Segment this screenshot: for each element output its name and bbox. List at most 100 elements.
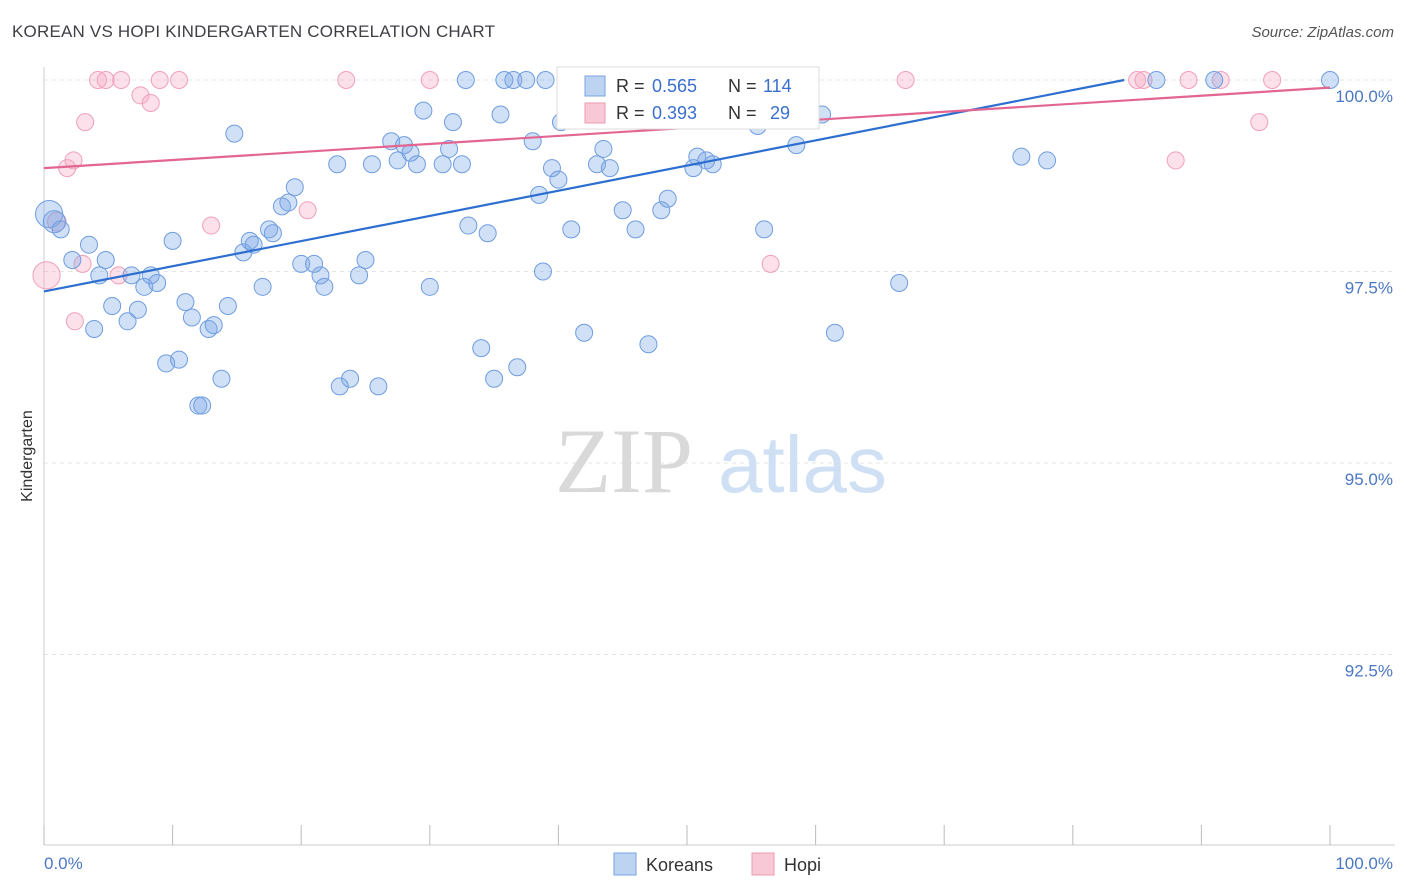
- korean-point-67: [517, 71, 536, 89]
- korean-point-10: [148, 273, 167, 292]
- hopi-point-23: [1134, 71, 1153, 89]
- korean-point-56: [443, 113, 462, 132]
- bottom-legend-swatch-hopi: [751, 852, 775, 876]
- korean-point-40: [330, 377, 349, 396]
- korean-point-97: [755, 220, 774, 239]
- korean-point-22: [212, 369, 231, 388]
- watermark-atlas: atlas: [718, 420, 887, 509]
- korean-point-64: [495, 71, 514, 89]
- bottom-legend-hopi: Hopi: [784, 855, 821, 875]
- x-tick-label-1: 100.0%: [1335, 854, 1393, 873]
- hopi-point-14: [170, 71, 189, 89]
- korean-point-38: [311, 266, 330, 285]
- y-tick-label-0: 100.0%: [1335, 87, 1393, 106]
- korean-point-39: [315, 277, 334, 296]
- korean-point-81: [600, 159, 619, 178]
- korean-point-63: [491, 105, 510, 124]
- hopi-point-8: [96, 71, 115, 89]
- korean-point-5: [96, 251, 115, 270]
- korean-point-20: [204, 316, 223, 335]
- korean-point-108: [1321, 71, 1339, 89]
- legend-koreans-n-label: N =: [728, 76, 757, 96]
- hopi-point-12: [141, 93, 160, 112]
- korean-point-103: [890, 273, 909, 292]
- hopi-point-27: [1250, 113, 1269, 132]
- korean-point-65: [504, 71, 523, 89]
- source-credit: Source: ZipAtlas.com: [1251, 24, 1394, 41]
- korean-point-73: [549, 170, 568, 189]
- korean-point-13: [103, 296, 122, 315]
- korean-point-72: [542, 159, 561, 178]
- korean-point-54: [433, 155, 452, 174]
- korean-point-59: [459, 216, 478, 235]
- hopi-point-17: [337, 71, 356, 89]
- korean-point-44: [356, 251, 375, 270]
- korean-point-57: [452, 155, 471, 174]
- korean-point-45: [362, 155, 381, 174]
- korean-trend-line: [43, 78, 1125, 293]
- korean-point-53: [420, 277, 439, 296]
- korean-point-17: [176, 293, 195, 312]
- axes: [43, 67, 1395, 846]
- korean-point-106: [1147, 71, 1166, 89]
- korean-point-87: [652, 201, 671, 220]
- korean-point-46: [369, 377, 388, 396]
- hopi-point-3: [64, 151, 83, 170]
- y-tick-label-2: 95.0%: [1345, 470, 1393, 489]
- hopi-point-11: [131, 86, 150, 105]
- y-axis-title: Kindergarten: [19, 410, 36, 502]
- hopi-point-0: [32, 261, 61, 290]
- korean-point-66: [508, 358, 527, 377]
- korean-point-2: [51, 220, 70, 239]
- hopi-point-4: [65, 312, 84, 331]
- korean-point-61: [478, 224, 497, 243]
- korean-point-37: [305, 254, 324, 273]
- legend-koreans-r-label: R =: [616, 76, 645, 96]
- x-tick-label-0: 0.0%: [44, 854, 83, 873]
- korean-point-105: [1038, 151, 1057, 170]
- bottom-legend-swatch-koreans: [613, 852, 637, 876]
- korean-point-35: [285, 178, 304, 197]
- korean-point-34: [279, 193, 298, 212]
- korean-point-62: [485, 369, 504, 388]
- legend-hopi-r-label: R =: [616, 103, 645, 123]
- legend-hopi-n-label: N =: [728, 103, 757, 123]
- korean-point-77: [575, 323, 594, 342]
- y-tick-label-3: 92.5%: [1345, 662, 1393, 681]
- hopi-point-7: [89, 71, 108, 89]
- korean-point-25: [163, 231, 182, 250]
- korean-point-60: [472, 339, 491, 358]
- korean-point-71: [536, 71, 555, 89]
- korean-point-4: [63, 251, 82, 270]
- korean-point-16: [170, 350, 189, 369]
- y-tick-label-1: 97.5%: [1345, 279, 1393, 298]
- legend-koreans-r: 0.565: [652, 76, 697, 96]
- korean-point-36: [292, 254, 311, 273]
- korean-point-30: [253, 277, 272, 296]
- top-legend: R = 0.565 N = 114 R = 0.393 N = 29: [556, 66, 820, 130]
- korean-point-23: [189, 396, 208, 415]
- korean-point-32: [263, 224, 282, 243]
- hopi-point-28: [1263, 71, 1282, 89]
- korean-point-11: [85, 319, 104, 338]
- korean-point-83: [626, 220, 645, 239]
- hopi-point-26: [1211, 71, 1230, 89]
- korean-point-85: [639, 335, 658, 354]
- legend-hopi-n: 29: [770, 103, 790, 123]
- korean-point-58: [456, 71, 475, 89]
- korean-point-107: [1205, 71, 1224, 89]
- korean-point-21: [218, 296, 237, 315]
- korean-point-88: [658, 189, 677, 208]
- hopi-point-24: [1166, 151, 1185, 170]
- korean-point-26: [225, 124, 244, 143]
- hopi-point-16: [298, 201, 317, 220]
- hopi-point-15: [202, 216, 221, 235]
- legend-hopi-r: 0.393: [652, 103, 697, 123]
- korean-point-75: [562, 220, 581, 239]
- korean-point-14: [128, 300, 147, 319]
- korean-point-68: [523, 132, 542, 151]
- korean-point-41: [328, 155, 347, 174]
- legend-swatch-hopi: [584, 102, 606, 124]
- korean-point-43: [350, 266, 369, 285]
